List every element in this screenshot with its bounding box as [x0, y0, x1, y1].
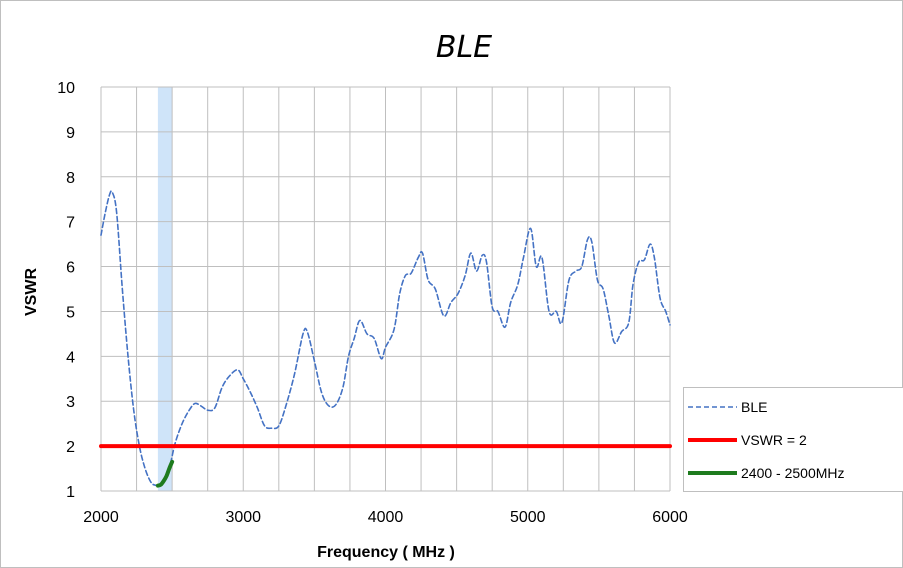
y-tick-label: 5	[66, 304, 75, 321]
y-tick-label: 2	[66, 439, 75, 456]
tick-labels-layer: 1 2 3 4 5 6 7 8 9 10 2000 3000 4000 5000 6000	[57, 80, 688, 526]
highlight-band	[157, 87, 173, 491]
x-tick-label: 2000	[83, 509, 119, 526]
legend-label-1: BLE	[741, 399, 767, 415]
series-line-1	[100, 190, 671, 487]
legend-items: BLE VSWR = 2 2400 - 2500MHz	[688, 399, 845, 481]
y-tick-label: 7	[66, 215, 75, 232]
highlight-band-layer	[157, 87, 173, 491]
x-axis-label: Frequency ( MHz )	[317, 544, 455, 561]
y-tick-label: 6	[66, 260, 75, 277]
y-tick-label: 10	[57, 80, 75, 97]
y-tick-label: 8	[66, 170, 75, 187]
series-layer	[99, 190, 672, 488]
y-tick-label: 9	[66, 125, 75, 142]
series-line-3	[155, 459, 175, 488]
x-tick-label: 3000	[225, 509, 261, 526]
legend-label-2: VSWR = 2	[741, 432, 807, 448]
legend: BLE VSWR = 2 2400 - 2500MHz	[683, 387, 903, 492]
x-tick-label: 6000	[652, 509, 688, 526]
x-tick-label: 5000	[510, 509, 546, 526]
chart-title: BLE	[436, 30, 492, 65]
legend-label-3: 2400 - 2500MHz	[741, 465, 845, 481]
y-tick-label: 3	[66, 394, 75, 411]
y-axis-label: VSWR	[23, 268, 40, 316]
y-tick-label: 1	[66, 484, 75, 501]
x-tick-label: 4000	[368, 509, 404, 526]
y-tick-label: 4	[66, 349, 75, 366]
